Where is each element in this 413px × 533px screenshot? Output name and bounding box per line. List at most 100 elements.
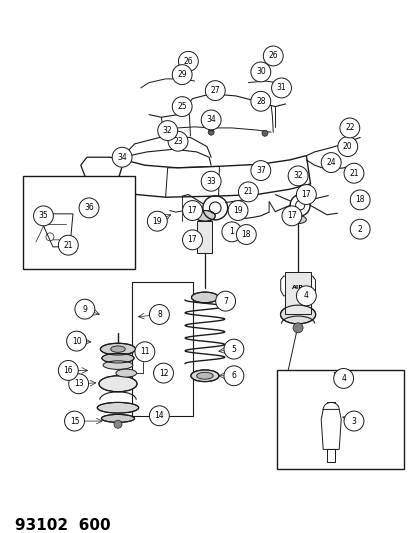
Circle shape	[287, 166, 307, 186]
Circle shape	[215, 291, 235, 311]
Circle shape	[250, 62, 270, 82]
Circle shape	[349, 219, 369, 239]
Text: 21: 21	[349, 169, 358, 177]
Circle shape	[296, 184, 316, 205]
Text: 5: 5	[231, 345, 236, 353]
Ellipse shape	[106, 232, 129, 242]
Circle shape	[343, 163, 363, 183]
FancyBboxPatch shape	[284, 272, 311, 314]
Text: 93102  600: 93102 600	[15, 518, 110, 533]
Circle shape	[172, 64, 192, 85]
Ellipse shape	[190, 370, 218, 382]
Text: 26: 26	[268, 52, 278, 60]
Circle shape	[261, 130, 267, 136]
Circle shape	[69, 374, 88, 394]
Text: 7: 7	[223, 297, 228, 305]
Circle shape	[160, 132, 166, 138]
Ellipse shape	[116, 369, 136, 377]
Text: 3: 3	[351, 417, 356, 425]
Text: 19: 19	[233, 206, 242, 215]
Text: 34: 34	[206, 116, 216, 124]
Text: 6: 6	[231, 372, 236, 380]
Circle shape	[205, 80, 225, 101]
Text: 21: 21	[243, 188, 252, 196]
Text: 20: 20	[342, 142, 352, 151]
Circle shape	[33, 206, 53, 226]
Text: 11: 11	[140, 348, 149, 356]
Text: 32: 32	[292, 172, 302, 180]
Circle shape	[172, 96, 192, 117]
Text: 1: 1	[229, 228, 234, 236]
Circle shape	[201, 171, 221, 191]
Text: 17: 17	[187, 236, 197, 244]
Circle shape	[271, 78, 291, 98]
FancyBboxPatch shape	[277, 370, 403, 469]
Circle shape	[320, 152, 340, 173]
Circle shape	[343, 411, 363, 431]
Circle shape	[333, 368, 353, 389]
Text: 27: 27	[210, 86, 220, 95]
Text: 28: 28	[256, 97, 265, 106]
Text: 2: 2	[357, 225, 362, 233]
Text: 32: 32	[162, 126, 172, 135]
Text: 24: 24	[325, 158, 335, 167]
Ellipse shape	[110, 346, 125, 352]
Circle shape	[238, 182, 258, 202]
Text: 17: 17	[187, 206, 197, 215]
Ellipse shape	[103, 361, 133, 369]
Ellipse shape	[289, 215, 306, 224]
Circle shape	[263, 46, 282, 66]
Circle shape	[228, 200, 247, 221]
Ellipse shape	[194, 211, 215, 221]
Text: 18: 18	[241, 230, 250, 239]
Circle shape	[281, 206, 301, 226]
Text: 26: 26	[183, 57, 193, 66]
Text: 37: 37	[255, 166, 265, 175]
Circle shape	[208, 125, 214, 131]
Text: 8: 8	[157, 310, 161, 319]
Circle shape	[223, 339, 243, 359]
Circle shape	[75, 299, 95, 319]
Ellipse shape	[102, 353, 134, 363]
Ellipse shape	[191, 292, 218, 303]
Circle shape	[236, 224, 256, 245]
Text: 10: 10	[71, 337, 81, 345]
Circle shape	[223, 366, 243, 386]
Circle shape	[58, 360, 78, 381]
Circle shape	[296, 286, 316, 306]
Text: 22: 22	[344, 124, 354, 132]
Circle shape	[250, 91, 270, 111]
Ellipse shape	[106, 228, 129, 238]
Text: 9: 9	[82, 305, 87, 313]
Ellipse shape	[106, 220, 129, 230]
Text: 15: 15	[69, 417, 79, 425]
Text: 13: 13	[74, 379, 83, 388]
Circle shape	[182, 200, 202, 221]
Circle shape	[339, 118, 359, 138]
Ellipse shape	[106, 224, 129, 233]
Text: 30: 30	[255, 68, 265, 76]
Circle shape	[168, 131, 188, 151]
Circle shape	[114, 420, 122, 429]
Circle shape	[208, 129, 214, 135]
FancyBboxPatch shape	[23, 176, 134, 269]
Text: 34: 34	[117, 153, 127, 161]
Circle shape	[153, 363, 173, 383]
Text: 35: 35	[38, 212, 48, 220]
Text: 36: 36	[84, 204, 94, 212]
FancyBboxPatch shape	[197, 221, 212, 253]
Circle shape	[292, 323, 302, 333]
Ellipse shape	[106, 216, 129, 225]
Circle shape	[337, 136, 357, 157]
Ellipse shape	[106, 199, 129, 209]
Circle shape	[147, 211, 167, 231]
Text: 14: 14	[154, 411, 164, 420]
Circle shape	[66, 331, 86, 351]
Circle shape	[112, 147, 132, 167]
Text: AIR: AIR	[291, 285, 304, 290]
Circle shape	[221, 222, 241, 242]
Circle shape	[182, 230, 202, 250]
Ellipse shape	[196, 372, 213, 379]
Text: 21: 21	[64, 241, 73, 249]
Circle shape	[349, 190, 369, 210]
